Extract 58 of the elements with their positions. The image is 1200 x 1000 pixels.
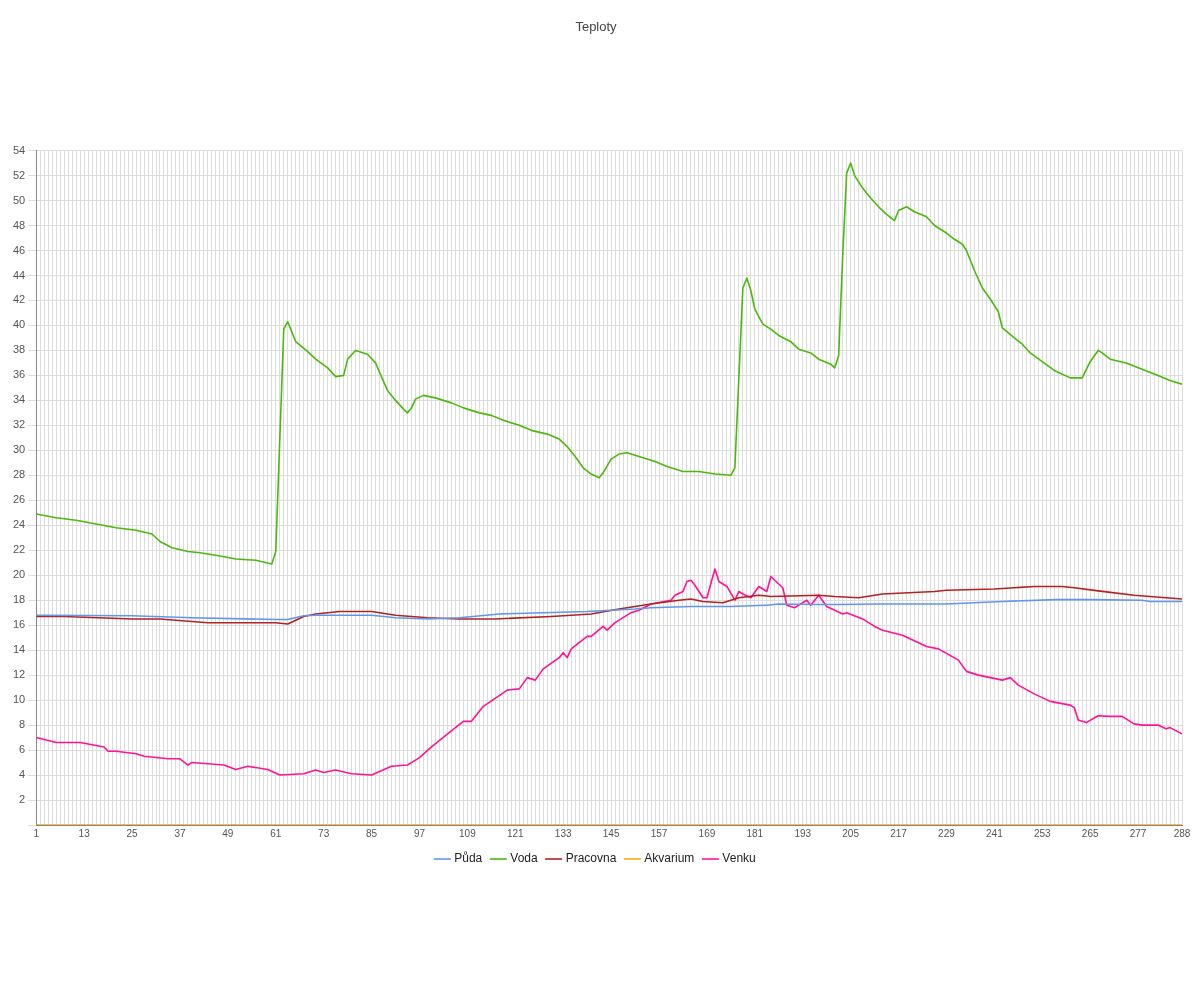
y-tick-label: 20 [12, 568, 26, 581]
y-tick-label: 40 [12, 318, 26, 331]
chart-title: Teploty [575, 19, 618, 35]
x-tick-label: 145 [602, 827, 620, 839]
y-tick-label: 24 [12, 518, 26, 531]
y-tick-label: 54 [12, 143, 26, 156]
x-tick-label: 205 [842, 827, 860, 839]
x-tick-label: 85 [366, 827, 378, 839]
x-tick-label: 181 [746, 827, 764, 839]
y-tick-label: 44 [12, 268, 26, 281]
y-tick-label: 28 [12, 468, 26, 481]
legend-label: Půda [454, 851, 483, 866]
y-tick-label: 12 [12, 668, 26, 681]
y-tick-label: 4 [19, 768, 26, 781]
x-tick-label: 73 [318, 827, 330, 839]
y-tick-label: 18 [12, 593, 26, 606]
y-tick-label: 52 [12, 168, 26, 181]
x-tick-label: 13 [78, 827, 91, 839]
x-tick-label: 265 [1081, 827, 1099, 839]
x-tick-label: 288 [1173, 827, 1191, 839]
y-tick-label: 46 [12, 243, 26, 256]
y-tick-label: 14 [12, 643, 26, 656]
legend-label: Pracovna [565, 851, 617, 866]
x-tick-label: 121 [506, 827, 525, 839]
y-tick-label: 16 [12, 618, 26, 631]
y-tick-label: 36 [12, 368, 26, 381]
y-tick-label: 50 [12, 193, 26, 206]
x-tick-label: 229 [938, 827, 956, 839]
x-tick-label: 37 [174, 827, 186, 839]
y-tick-label: 8 [19, 718, 26, 731]
x-tick-label: 157 [650, 827, 668, 839]
legend-label: Venku [722, 851, 756, 866]
x-tick-label: 253 [1033, 827, 1052, 839]
x-tick-label: 193 [794, 827, 812, 839]
y-tick-label: 22 [12, 543, 26, 556]
y-tick-label: 38 [12, 343, 26, 356]
y-tick-label: 6 [19, 743, 26, 756]
x-tick-label: 1 [33, 827, 40, 839]
x-tick-label: 109 [459, 827, 477, 839]
x-tick-label: 277 [1129, 827, 1147, 839]
x-tick-label: 61 [270, 827, 282, 839]
y-tick-label: 10 [12, 693, 26, 706]
x-tick-label: 169 [698, 827, 716, 839]
y-tick-label: 32 [12, 418, 26, 431]
y-tick-label: 42 [12, 293, 26, 306]
y-tick-label: 26 [12, 493, 26, 506]
y-tick-label: 30 [12, 443, 26, 456]
x-tick-label: 25 [126, 827, 139, 839]
legend-label: Akvarium [644, 851, 695, 866]
x-tick-label: 49 [222, 827, 234, 839]
x-tick-label: 217 [890, 827, 908, 839]
x-tick-label: 241 [986, 827, 1004, 839]
legend-label: Voda [510, 851, 538, 866]
y-tick-label: 2 [19, 793, 26, 806]
x-tick-label: 133 [554, 827, 572, 839]
y-tick-label: 48 [12, 218, 26, 231]
y-tick-label: 34 [12, 393, 26, 406]
x-tick-label: 97 [413, 827, 426, 839]
